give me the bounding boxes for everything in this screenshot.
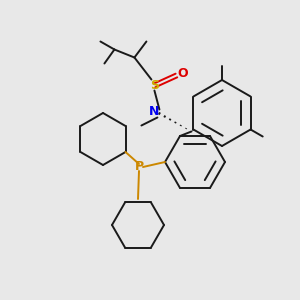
Text: S: S — [150, 79, 159, 92]
Text: O: O — [177, 67, 188, 80]
Text: N: N — [149, 105, 160, 118]
Text: P: P — [134, 160, 144, 173]
